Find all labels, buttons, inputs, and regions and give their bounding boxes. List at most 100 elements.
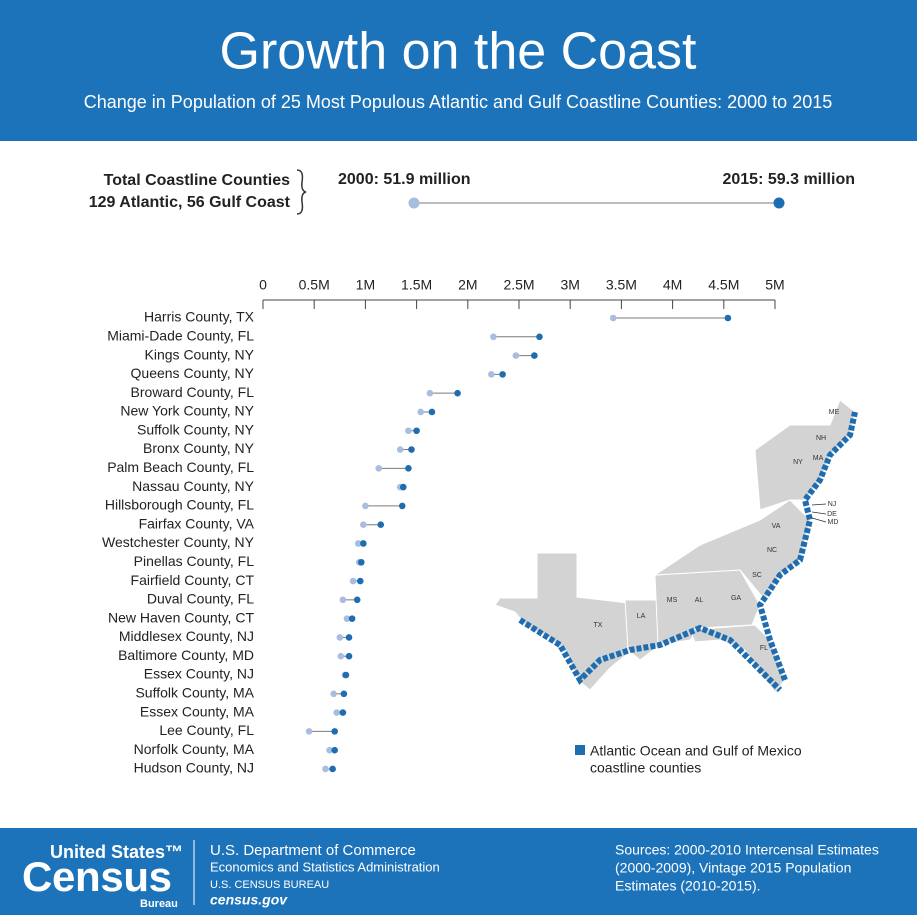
dot: [336, 634, 344, 641]
state-label: NJ: [828, 501, 837, 508]
legend-label: Atlantic Ocean and Gulf of Mexico: [590, 743, 802, 759]
leader-lines: [811, 503, 827, 523]
dot: [375, 465, 383, 472]
dot: [343, 615, 351, 622]
dot: [609, 314, 617, 322]
state-label: MD: [828, 519, 839, 526]
state-shape: [689, 624, 786, 693]
dot: [305, 728, 313, 735]
dot: [398, 502, 406, 510]
x-tick-label: 2.5M: [503, 277, 534, 293]
dot: [326, 746, 333, 754]
dot: [426, 389, 434, 397]
summary-end: 2015: 59.3 million: [722, 171, 855, 188]
category-label: Baltimore County, MD: [118, 647, 254, 663]
dot: [360, 521, 367, 528]
x-tick-label: 0: [259, 277, 267, 293]
dot: [499, 371, 506, 378]
dot: [345, 652, 353, 660]
state-shape: [654, 569, 761, 646]
dot: [362, 502, 369, 510]
category-label: Harris County, TX: [144, 309, 255, 325]
category-label: Broward County, FL: [131, 384, 255, 400]
header-band: [0, 0, 917, 141]
state-label: LA: [637, 613, 646, 620]
state-label: ME: [829, 409, 840, 416]
category-label: New Haven County, CT: [108, 609, 254, 625]
category-label: Lee County, FL: [159, 722, 254, 738]
x-tick-label: 3M: [560, 277, 579, 293]
title: Growth on the Coast: [220, 23, 697, 81]
state-label: FL: [760, 645, 768, 652]
summary-dot: [773, 197, 785, 209]
state-label: TX: [594, 622, 603, 629]
category-label: Bronx County, NY: [143, 440, 255, 456]
category-label: Middlesex County, NJ: [119, 628, 254, 644]
footer-band: [0, 828, 917, 915]
legend-label: coastline counties: [590, 760, 701, 776]
summary-dot: [408, 197, 420, 209]
x-tick-label: 4M: [663, 277, 682, 293]
state-label: NC: [767, 547, 777, 554]
dot: [348, 615, 356, 622]
dot: [408, 446, 415, 453]
dot: [331, 746, 338, 754]
source-line: (2000-2009), Vintage 2015 Population: [615, 860, 851, 876]
x-tick-label: 1.5M: [401, 277, 432, 293]
category-label: Hudson County, NJ: [134, 760, 254, 776]
x-tick-label: 5M: [765, 277, 784, 293]
dot: [353, 596, 361, 604]
state-label: MS: [667, 597, 678, 604]
state-label: NH: [816, 435, 826, 442]
state-label: VA: [772, 523, 781, 530]
dot: [340, 690, 348, 698]
dot: [405, 465, 412, 472]
agency-line: census.gov: [210, 892, 288, 908]
category-label: Suffolk County, NY: [137, 421, 255, 437]
state-shape: [653, 499, 811, 601]
coastline-counties: [518, 411, 858, 693]
category-label: Norfolk County, MA: [134, 741, 255, 757]
category-label: Essex County, MA: [140, 703, 255, 719]
dot: [333, 709, 341, 716]
category-label: Essex County, NJ: [144, 666, 254, 682]
logo-top: United States™: [50, 842, 183, 862]
agency-line: U.S. CENSUS BUREAU: [210, 879, 329, 891]
category-label: Hillsborough County, FL: [105, 497, 254, 513]
dot: [399, 483, 407, 491]
source-line: Estimates (2010-2015).: [615, 878, 761, 894]
category-label: Kings County, NY: [145, 346, 255, 362]
dot: [454, 389, 461, 397]
dot: [349, 577, 357, 585]
x-tick-label: 0.5M: [299, 277, 330, 293]
category-label: Westchester County, NY: [102, 534, 255, 550]
state-label: GA: [731, 595, 741, 602]
dot: [488, 371, 495, 378]
dot: [531, 352, 538, 359]
dot: [329, 765, 336, 773]
dot: [322, 765, 329, 773]
dot: [331, 728, 338, 735]
dot: [377, 521, 385, 528]
dot: [339, 709, 347, 716]
state-shape: [494, 552, 633, 691]
category-label: New York County, NY: [120, 403, 254, 419]
summary-label: Total Coastline Counties: [104, 172, 290, 189]
state-shape: [754, 399, 856, 511]
dot: [417, 408, 424, 416]
state-label: SC: [752, 572, 762, 579]
category-label: Pinellas County, FL: [134, 553, 255, 569]
state-label: AL: [695, 597, 704, 604]
dot: [512, 352, 520, 359]
category-label: Miami-Dade County, FL: [107, 327, 254, 343]
dot: [490, 333, 497, 341]
category-label: Fairfield County, CT: [131, 572, 255, 588]
dot: [360, 540, 367, 547]
agency-line: U.S. Department of Commerce: [210, 842, 416, 859]
category-label: Queens County, NY: [131, 365, 255, 381]
brace: [296, 169, 307, 215]
agency-line: Economics and Statistics Administration: [210, 859, 440, 874]
x-tick-label: 1M: [356, 277, 375, 293]
summary-label: 129 Atlantic, 56 Gulf Coast: [89, 194, 291, 211]
